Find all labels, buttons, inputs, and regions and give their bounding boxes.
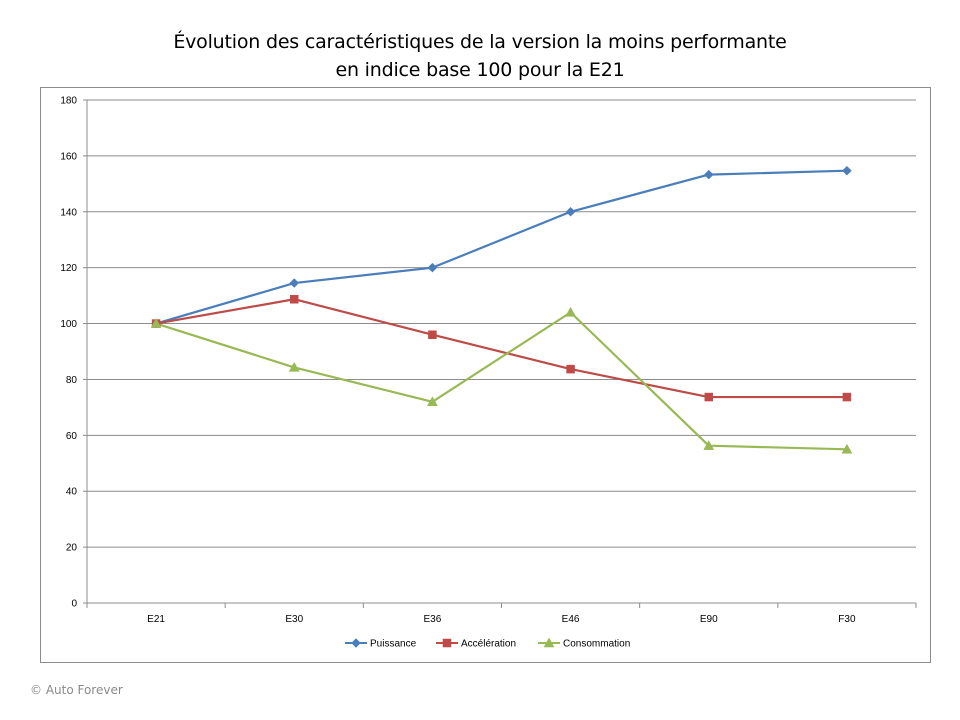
y-tick-label: 180 <box>60 96 77 107</box>
data-point-series-1 <box>427 262 438 273</box>
x-tick-label: E46 <box>562 614 580 625</box>
y-tick-label: 0 <box>71 599 77 610</box>
data-point-series-1 <box>703 169 714 180</box>
data-point-series-2 <box>842 392 852 402</box>
data-point-series-3 <box>841 443 853 454</box>
legend-label-1: Puissance <box>370 639 417 650</box>
y-tick-label: 120 <box>60 263 77 274</box>
data-point-series-2 <box>704 392 713 402</box>
series-line-2 <box>155 298 847 399</box>
chart-area <box>40 87 931 663</box>
series-line-3 <box>155 311 847 451</box>
x-tick-label: F30 <box>838 614 856 625</box>
data-point-series-1 <box>289 278 300 288</box>
chart-subtitle: en indice base 100 pour la E21 <box>335 59 625 81</box>
chart-title: Évolution des caractéristiques de la ver… <box>0 28 960 84</box>
legend-marker-2 <box>442 638 452 648</box>
x-tick-label: E90 <box>700 614 718 625</box>
legend-label-3: Consommation <box>563 639 630 650</box>
data-point-series-3 <box>288 361 300 372</box>
data-point-series-3 <box>426 396 438 407</box>
data-point-series-3 <box>565 306 577 317</box>
legend-marker-1 <box>351 638 361 648</box>
y-tick-label: 80 <box>66 375 78 386</box>
chart-title-line1: Évolution des caractéristiques de la ver… <box>173 31 787 53</box>
y-tick-label: 60 <box>66 431 78 442</box>
series-line-1 <box>155 169 847 325</box>
y-tick-label: 40 <box>66 487 78 498</box>
legend-marker-3 <box>543 637 555 648</box>
y-tick-label: 160 <box>60 151 77 162</box>
x-tick-label: E21 <box>147 614 165 625</box>
data-point-series-3 <box>703 440 715 450</box>
y-tick-label: 140 <box>60 207 77 218</box>
legend-label-2: Accélération <box>461 639 516 650</box>
data-point-series-3 <box>150 318 162 328</box>
x-tick-label: E36 <box>424 614 442 625</box>
data-point-series-1 <box>842 165 852 176</box>
data-point-series-2 <box>290 294 299 304</box>
y-tick-label: 100 <box>60 319 77 330</box>
y-tick-label: 20 <box>66 543 78 554</box>
x-tick-label: E30 <box>285 614 303 625</box>
data-point-series-1 <box>565 206 576 217</box>
data-point-series-2 <box>566 364 575 374</box>
data-point-series-2 <box>428 330 437 339</box>
credit-text: © Auto Forever <box>30 683 123 697</box>
